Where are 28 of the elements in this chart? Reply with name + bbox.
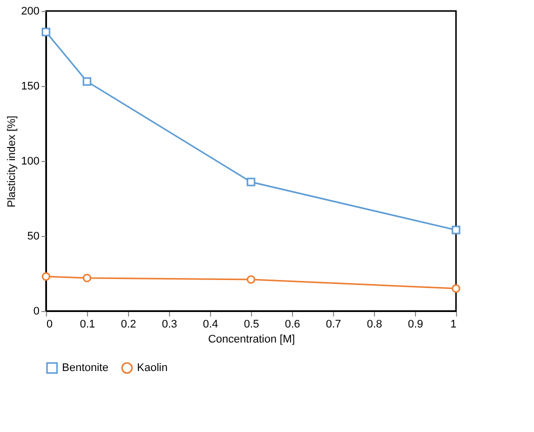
y-tick-label: 150 xyxy=(21,80,40,92)
x-tick-label: 0.7 xyxy=(326,318,342,330)
x-tick-label: 1 xyxy=(450,318,456,330)
y-tick-label: 100 xyxy=(21,156,40,168)
y-tick-label: 50 xyxy=(27,230,40,242)
x-tick-label: 0.4 xyxy=(202,318,218,330)
point xyxy=(452,284,460,293)
x-tick-label: 0 xyxy=(46,318,53,330)
legend-label: Kaolin xyxy=(137,362,168,374)
point xyxy=(42,28,50,36)
point xyxy=(82,77,92,86)
x-tick-label: 0.1 xyxy=(80,318,96,330)
legend-label: Bentonite xyxy=(62,362,108,374)
point xyxy=(452,226,460,234)
x-tick-label: 0.5 xyxy=(244,318,260,330)
x-tick-label: 0.9 xyxy=(408,318,424,330)
y-tick-label: 200 xyxy=(21,6,40,18)
x-tick-label: 0.8 xyxy=(366,318,382,330)
point xyxy=(82,274,92,282)
x-tick-label: 0.2 xyxy=(120,318,136,330)
x-tick-label: 0.3 xyxy=(162,318,178,330)
point xyxy=(42,272,50,281)
point xyxy=(246,178,256,186)
point xyxy=(246,275,256,284)
y-axis-title: Plasticity index [%] xyxy=(6,116,18,208)
x-tick-label: 0.6 xyxy=(284,318,300,330)
y-tick-label: 0 xyxy=(33,306,40,318)
x-axis-title: Concentration [M] xyxy=(208,334,295,346)
